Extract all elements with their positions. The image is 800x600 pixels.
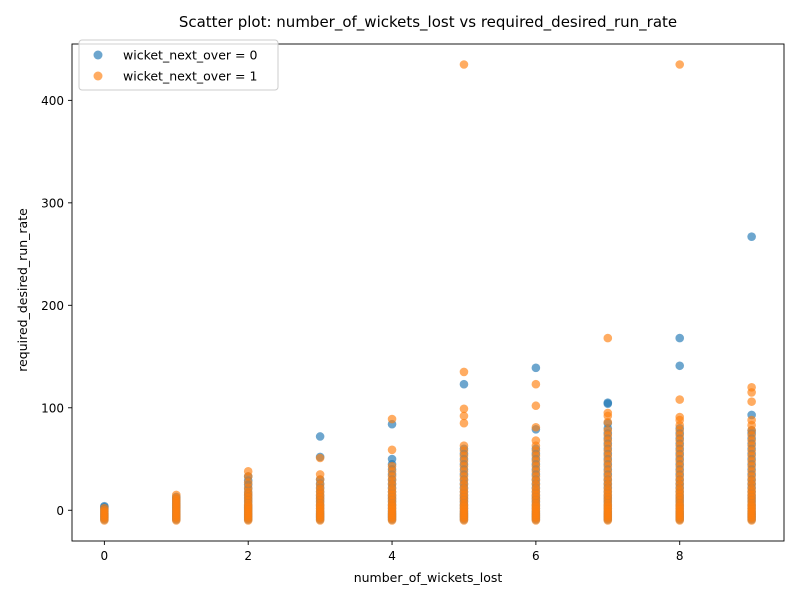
x-tick-label-4: 4 [388, 549, 396, 563]
point-series-1-75 [387, 414, 397, 424]
point-series-1-219 [747, 415, 756, 425]
point-series-1-34 [243, 478, 253, 487]
y-axis-label: required_desired_run_rate [15, 208, 30, 372]
point-series-0-69 [387, 454, 397, 464]
y-tick-label-0: 0 [56, 504, 64, 518]
y-tick-label-400: 400 [41, 94, 64, 108]
point-series-1-129 [531, 401, 541, 411]
point-series-1-157 [603, 417, 613, 427]
point-series-1-220 [747, 397, 756, 406]
points-layer [100, 60, 756, 525]
point-series-1-222 [747, 382, 756, 392]
legend-marker-series-1 [93, 71, 103, 81]
point-series-1-73 [387, 461, 397, 471]
point-series-1-54 [315, 453, 325, 463]
point-series-1-191 [675, 60, 685, 69]
point-series-1-190 [675, 395, 685, 404]
point-series-1-189 [675, 412, 685, 422]
x-tick-label-0: 0 [101, 549, 109, 563]
point-series-1-159 [603, 408, 613, 418]
point-series-1-101 [459, 404, 469, 414]
legend-frame [78, 39, 279, 91]
point-series-1-19 [171, 490, 181, 500]
point-series-1-100 [459, 411, 469, 421]
point-series-1-99 [459, 418, 469, 428]
x-tick-label-6: 6 [532, 549, 540, 563]
point-series-0-51 [315, 432, 325, 441]
point-series-1-53 [315, 470, 325, 479]
chart-title: Scatter plot: number_of_wickets_lost vs … [179, 13, 677, 32]
y-axis-ticks: 0 100 200 300 400 [41, 94, 72, 518]
y-tick-label-300: 300 [41, 196, 64, 210]
point-series-1-127 [531, 436, 541, 445]
point-series-0-165 [675, 361, 685, 371]
x-tick-label-8: 8 [676, 549, 684, 563]
point-series-0-91 [459, 379, 469, 389]
point-series-0-192 [747, 232, 756, 241]
point-series-1-36 [243, 467, 253, 476]
point-series-1-6 [100, 503, 109, 513]
point-series-1-103 [459, 60, 469, 69]
x-tick-label-2: 2 [244, 549, 252, 563]
point-series-0-113 [531, 363, 541, 373]
point-series-0-166 [675, 333, 685, 343]
series-1-points [100, 60, 756, 525]
y-tick-label-100: 100 [41, 401, 64, 415]
point-series-1-130 [531, 379, 541, 389]
x-axis-label: number_of_wickets_lost [354, 570, 503, 585]
legend-label-series-1: wicket_next_over = 1 [123, 69, 257, 84]
legend-marker-series-0 [93, 50, 103, 60]
point-series-1-98 [459, 441, 469, 451]
legend-label-series-0: wicket_next_over = 0 [123, 48, 257, 63]
point-series-1-74 [387, 445, 397, 455]
legend: wicket_next_over = 0 wicket_next_over = … [78, 39, 279, 91]
point-series-1-156 [603, 426, 613, 435]
point-series-1-102 [459, 367, 469, 377]
plot-frame [71, 43, 785, 542]
point-series-0-140 [603, 398, 613, 407]
point-series-1-128 [531, 422, 541, 432]
x-axis-ticks: 0 2 4 6 8 [101, 541, 684, 563]
y-tick-label-200: 200 [41, 299, 64, 313]
point-series-1-160 [603, 333, 613, 343]
